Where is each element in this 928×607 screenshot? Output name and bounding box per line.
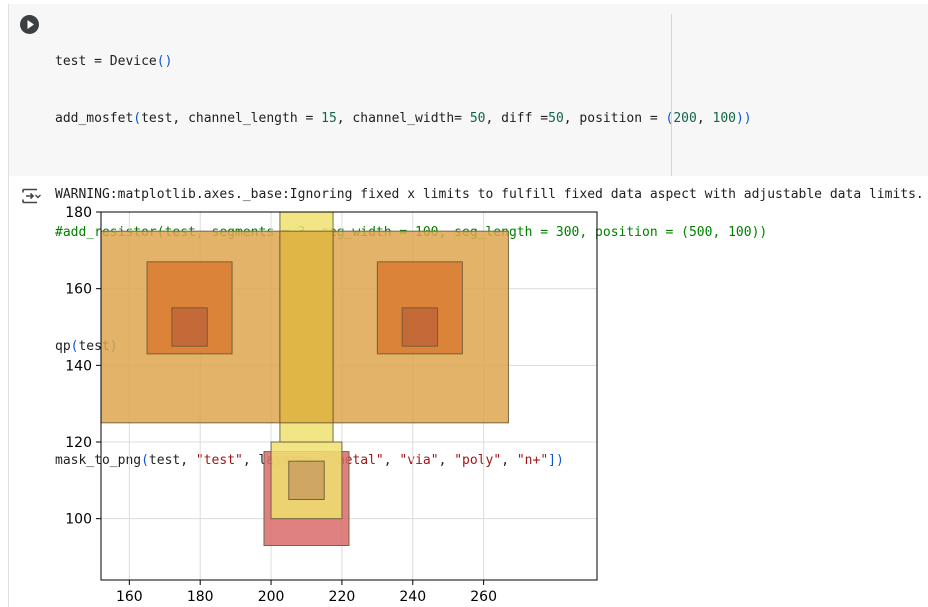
code-token: 50	[469, 111, 486, 126]
code-token: ()	[156, 54, 173, 69]
code-token: ,	[501, 453, 517, 468]
y-tick-label: 100	[65, 512, 92, 528]
mask-shape-overlap	[279, 230, 334, 424]
code-token: (	[141, 453, 149, 468]
x-tick-label: 180	[187, 589, 214, 605]
code-token: mask_to_png	[55, 453, 142, 468]
code-token: (	[665, 111, 674, 126]
x-tick-label: 160	[116, 589, 143, 605]
y-tick-label: 180	[65, 205, 92, 221]
code-token: ,	[383, 453, 400, 468]
code-token: )	[555, 453, 564, 468]
code-token: 100	[712, 111, 736, 126]
code-token: , position =	[563, 111, 666, 126]
layout-plot: 160 180 200 220 240 260 100 120 140 160 180	[65, 205, 598, 605]
code-editor[interactable]: test = Device() add_mosfet(test, channel…	[9, 4, 928, 468]
code-token: 15	[321, 111, 337, 126]
code-token: , diff =	[485, 111, 549, 126]
code-token: ]	[548, 453, 556, 468]
code-token: "test"	[195, 453, 243, 468]
notebook-cell: test = Device() add_mosfet(test, channel…	[8, 4, 928, 607]
code-token: (	[70, 339, 79, 354]
output-collapse-icon[interactable]	[20, 187, 42, 205]
code-token: qp	[55, 339, 71, 354]
code-token: 50	[548, 111, 564, 126]
code-token: add_mosfet	[55, 111, 134, 126]
code-token: test, channel_length =	[141, 111, 322, 126]
code-token: ,	[696, 111, 713, 126]
code-token: test,	[148, 453, 196, 468]
run-cell-button[interactable]	[20, 15, 39, 34]
x-tick-label: 200	[258, 589, 285, 605]
code-token: "poly"	[454, 453, 502, 468]
code-token: "via"	[399, 453, 439, 468]
ruler-guide	[671, 14, 672, 176]
code-token: ))	[735, 111, 752, 126]
code-token: test = Device	[55, 54, 157, 69]
y-tick-label: 160	[65, 282, 92, 298]
mask-shape-via	[171, 307, 208, 347]
code-token: ,	[438, 453, 455, 468]
code-token: (	[133, 111, 142, 126]
mask-shape-via	[401, 307, 439, 347]
code-token: "n+"	[516, 453, 549, 468]
warning-output: WARNING:matplotlib.axes._base:Ignoring f…	[55, 187, 924, 202]
x-tick-label: 220	[329, 589, 356, 605]
play-icon	[27, 20, 34, 29]
code-token: 200	[673, 111, 697, 126]
code-token: , channel_width=	[336, 111, 470, 126]
x-tick-label: 260	[470, 589, 497, 605]
mask-shape-via	[288, 460, 325, 500]
y-tick-label: 140	[65, 358, 92, 374]
y-tick-label: 120	[65, 435, 92, 451]
axes-frame	[100, 211, 598, 581]
x-tick-label: 240	[399, 589, 426, 605]
code-line-2: add_mosfet(test, channel_length = 15, ch…	[55, 109, 767, 128]
code-line-1: test = Device()	[55, 52, 767, 71]
